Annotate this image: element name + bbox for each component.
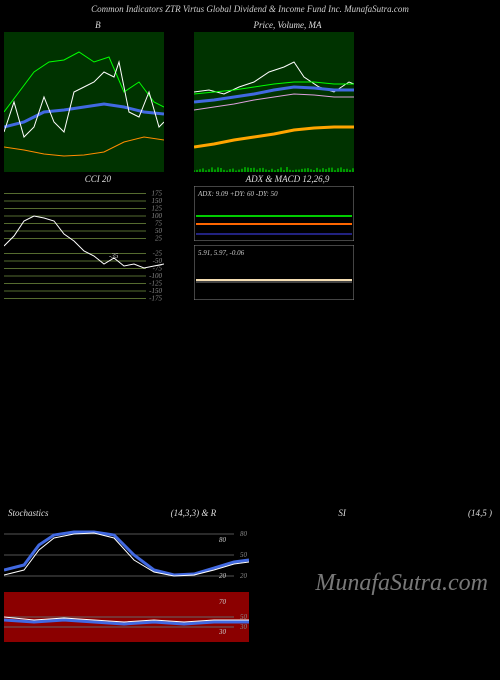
- stoch-label-1: Stochastics: [8, 508, 49, 518]
- panel-spacer: [383, 18, 496, 172]
- panel-adx-macd: ADX & MACD 12,26,9 ADX: 9.09 +DY: 60 -DY…: [194, 172, 382, 306]
- panel-cci: CCI 20 175150125100755025-25-50-75-100-1…: [4, 172, 192, 306]
- row-3-titles: Stochastics (14,3,3) & R SI (14,5 ): [0, 506, 500, 520]
- panel-spacer-2: [383, 172, 496, 306]
- row-2: CCI 20 175150125100755025-25-50-75-100-1…: [0, 172, 500, 306]
- bb-chart: [4, 32, 192, 172]
- page-header: Common Indicators ZTR Virtus Global Divi…: [0, 0, 500, 18]
- svg-text:70: 70: [219, 598, 227, 606]
- stoch-label-3: SI: [338, 508, 346, 518]
- cci-chart: 175150125100755025-25-50-75-100-125-150-…: [4, 186, 192, 306]
- stoch-label-2: (14,3,3) & R: [171, 508, 217, 518]
- panel-price: Price, Volume, MA: [194, 18, 382, 172]
- adx-chart: ADX: 9.09 +DY: 60 -DY: 50: [194, 186, 382, 241]
- gap: [0, 306, 500, 506]
- svg-text:30: 30: [239, 623, 248, 631]
- rsi-chart: 50307030: [4, 592, 249, 642]
- panel-stoch: 80 50 20 80 20 50 30 70 30: [4, 520, 249, 642]
- row-1: B Price, Volume, MA: [0, 18, 500, 172]
- bb-title: B: [4, 18, 192, 32]
- svg-text:80: 80: [219, 536, 227, 544]
- svg-text:ADX: 9.09 +DY: 60 -DY: 50: ADX: 9.09 +DY: 60 -DY: 50: [197, 190, 278, 198]
- svg-text:5.91, 5.97, -0.06: 5.91, 5.97, -0.06: [198, 249, 245, 257]
- svg-text:-175: -175: [149, 295, 162, 303]
- macd-chart: 5.91, 5.97, -0.06: [194, 245, 382, 300]
- svg-text:80: 80: [240, 530, 248, 538]
- stoch-label-4: (14,5 ): [468, 508, 492, 518]
- svg-text:-35: -35: [109, 252, 119, 260]
- svg-text:20: 20: [240, 572, 248, 580]
- price-chart: [194, 32, 382, 172]
- stoch-chart: 80 50 20 80 20: [4, 520, 249, 590]
- cci-title: CCI 20: [4, 172, 192, 186]
- price-title: Price, Volume, MA: [194, 18, 382, 32]
- svg-text:50: 50: [240, 551, 248, 559]
- panel-bb: B: [4, 18, 192, 172]
- svg-text:30: 30: [218, 628, 227, 636]
- row-3: 80 50 20 80 20 50 30 70 30: [0, 520, 500, 642]
- adx-title: ADX & MACD 12,26,9: [194, 172, 382, 186]
- svg-text:25: 25: [155, 235, 163, 243]
- svg-text:20: 20: [219, 572, 227, 580]
